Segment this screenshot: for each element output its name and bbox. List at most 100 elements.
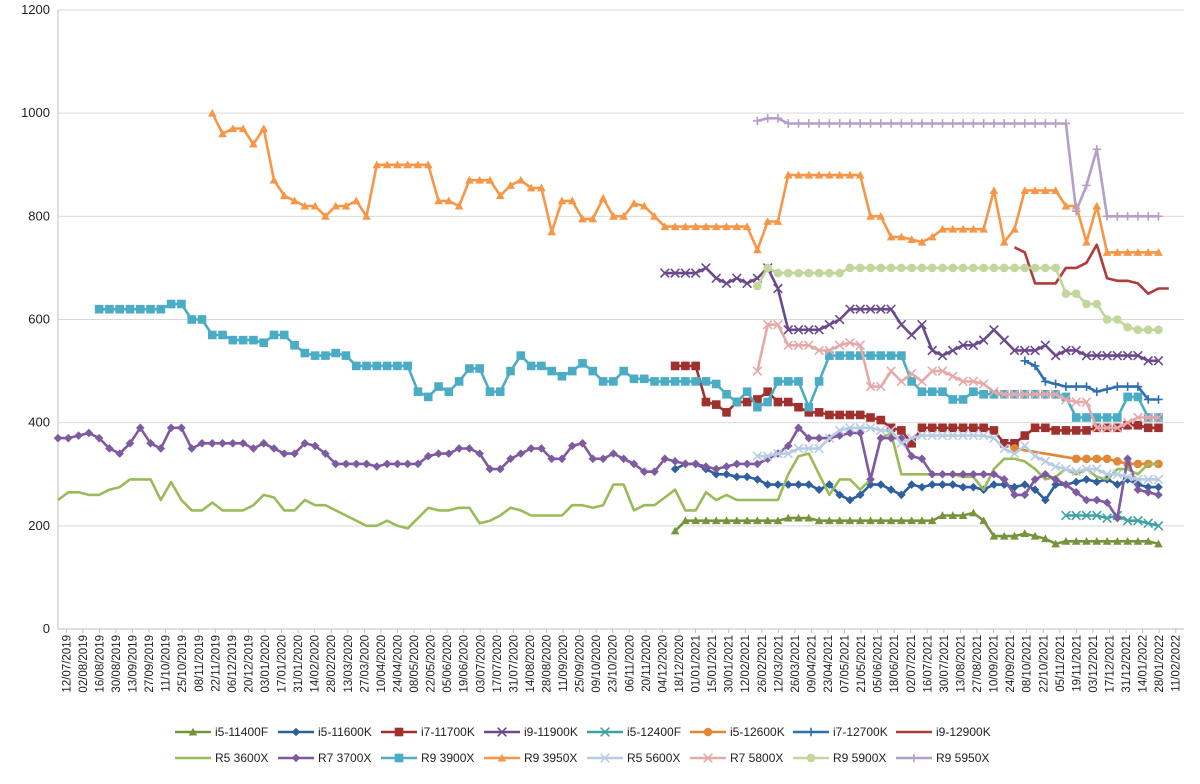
data-point xyxy=(886,485,896,495)
data-point xyxy=(1071,466,1082,477)
x-tick-label: 14/01/2022 xyxy=(1138,635,1150,693)
data-point xyxy=(1092,387,1102,397)
data-point xyxy=(875,304,886,315)
data-point xyxy=(600,727,610,737)
data-point xyxy=(732,222,742,231)
series-i9-12900k xyxy=(1013,243,1169,295)
data-point xyxy=(1122,471,1133,482)
data-point xyxy=(1113,382,1122,391)
series-r9-5950x xyxy=(753,114,1163,221)
data-point xyxy=(886,351,896,360)
data-point xyxy=(187,315,197,324)
data-point xyxy=(938,423,947,433)
data-point xyxy=(394,727,404,737)
data-point xyxy=(578,439,587,448)
data-point xyxy=(547,454,556,464)
data-point xyxy=(619,212,628,220)
data-point xyxy=(835,410,844,420)
data-point xyxy=(1040,340,1051,351)
data-point xyxy=(537,183,546,192)
data-point xyxy=(105,304,114,314)
data-point xyxy=(763,397,772,407)
data-point xyxy=(1061,537,1071,545)
data-point xyxy=(978,379,989,389)
data-point xyxy=(999,531,1009,540)
legend-entry: R7 5800X xyxy=(690,751,783,765)
data-point xyxy=(762,451,773,462)
x-tick-label: 16/08/2019 xyxy=(94,635,106,693)
data-point xyxy=(969,387,978,397)
data-point xyxy=(279,191,289,200)
data-point xyxy=(1122,515,1133,526)
x-tick-label: 31/01/2020 xyxy=(293,635,305,693)
series-line xyxy=(1013,243,1169,295)
data-point xyxy=(1133,420,1143,430)
data-point xyxy=(855,422,866,433)
data-point xyxy=(1040,456,1051,467)
data-point xyxy=(876,119,886,128)
data-point xyxy=(989,480,999,489)
data-point xyxy=(372,160,382,169)
x-tick-label: 21/05/2021 xyxy=(856,635,868,693)
data-point xyxy=(84,428,94,438)
data-point xyxy=(1133,474,1143,485)
data-point xyxy=(465,175,474,184)
data-point xyxy=(794,170,803,179)
data-point xyxy=(1061,382,1071,391)
data-point xyxy=(722,462,731,471)
series-i5-12400f xyxy=(1061,510,1164,531)
data-point xyxy=(454,377,464,386)
data-point xyxy=(742,278,752,289)
data-point xyxy=(906,368,917,379)
data-point xyxy=(701,377,711,386)
data-point xyxy=(897,490,906,500)
data-point xyxy=(557,371,567,381)
data-point xyxy=(1041,469,1050,479)
data-point xyxy=(1154,539,1163,548)
data-point xyxy=(197,439,207,448)
x-tick-label: 13/03/2020 xyxy=(343,635,355,693)
data-point xyxy=(773,268,783,278)
data-point xyxy=(1010,224,1019,233)
data-point xyxy=(763,480,772,489)
data-point xyxy=(1030,263,1040,273)
data-point xyxy=(927,430,938,441)
x-tick-label: 22/10/2021 xyxy=(1038,635,1050,693)
x-tick-label: 08/05/2020 xyxy=(409,635,421,693)
x-tick-label: 24/09/2021 xyxy=(1005,635,1017,693)
data-point xyxy=(681,459,690,469)
data-point xyxy=(845,516,855,525)
x-tick-label: 08/10/2021 xyxy=(1022,635,1034,693)
x-tick-label: 03/12/2021 xyxy=(1088,635,1100,693)
x-tick-label: 30/08/2019 xyxy=(111,635,123,693)
data-point xyxy=(897,516,906,525)
series-r5-5600x xyxy=(752,422,1164,485)
data-point xyxy=(958,263,968,273)
data-point xyxy=(1153,474,1164,485)
data-point xyxy=(1010,119,1019,128)
data-point xyxy=(917,263,927,273)
data-point xyxy=(865,422,876,433)
data-point xyxy=(917,516,927,525)
data-point xyxy=(497,727,507,737)
data-point xyxy=(948,423,958,433)
data-point xyxy=(1030,186,1040,194)
x-tick-label: 10/04/2020 xyxy=(376,635,388,693)
data-point xyxy=(927,516,937,525)
legend-label: i5-11400F xyxy=(215,725,268,739)
data-point xyxy=(855,263,865,273)
data-point xyxy=(331,201,340,210)
x-tick-label: 25/10/2019 xyxy=(177,635,189,693)
data-point xyxy=(783,170,793,179)
data-point xyxy=(804,480,814,489)
data-point xyxy=(660,377,670,386)
data-point xyxy=(783,324,794,335)
data-point xyxy=(1123,420,1132,430)
data-point xyxy=(794,402,803,412)
data-point xyxy=(804,433,814,443)
data-point xyxy=(1102,513,1112,523)
data-point xyxy=(701,222,711,231)
data-point xyxy=(969,469,978,479)
data-point xyxy=(94,433,104,443)
